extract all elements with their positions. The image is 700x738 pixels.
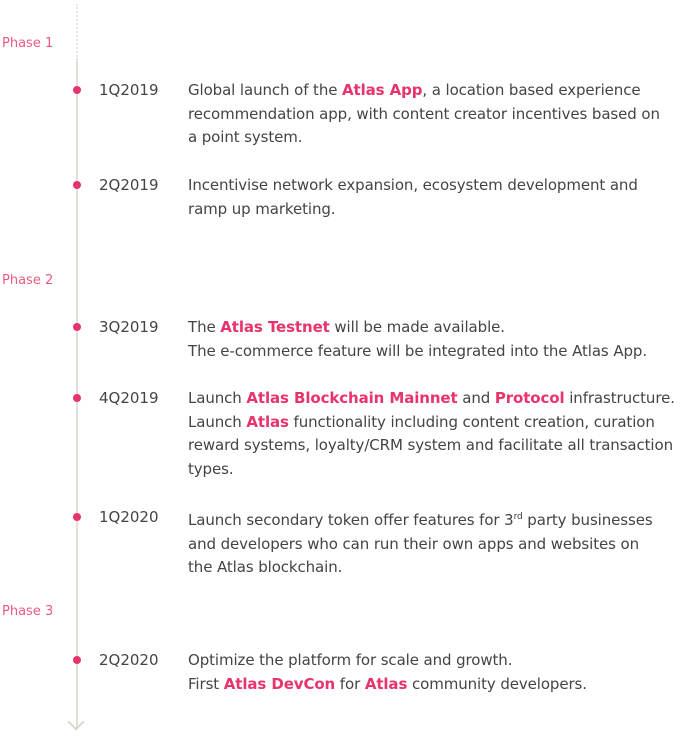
text-segment: Optimize the platform for scale and grow… — [188, 651, 513, 669]
text-segment: functionality including content creation… — [288, 412, 655, 431]
phase-label: Phase 3 — [2, 604, 54, 619]
description-line: The e-commerce feature will be integrate… — [188, 340, 698, 364]
timeline-line-dotted — [76, 4, 78, 60]
description-line: recommendation app, with content creator… — [188, 103, 698, 127]
text-segment: types. — [188, 459, 234, 478]
text-segment: The — [188, 318, 221, 336]
text-segment: ramp up marketing. — [188, 199, 336, 218]
timeline-dot — [73, 394, 81, 402]
description-line: First Atlas DevCon for Atlas community d… — [188, 673, 698, 697]
text-segment: a point system. — [188, 128, 303, 146]
milestone-date: 2Q2020 — [99, 651, 159, 669]
description-line: Launch Atlas Blockchain Mainnet and Prot… — [188, 387, 698, 411]
phase-label: Phase 2 — [2, 273, 54, 288]
text-segment: reward systems, loyalty/CRM system and f… — [188, 436, 673, 454]
description-line: Global launch of the Atlas App, a locati… — [188, 79, 698, 103]
milestone-date: 4Q2019 — [99, 389, 159, 407]
text-segment: First — [188, 674, 224, 693]
milestone-description: Incentivise network expansion, ecosystem… — [188, 174, 698, 221]
milestone-description: The Atlas Testnet will be made available… — [188, 316, 698, 363]
text-segment: Incentivise network expansion, ecosystem… — [188, 176, 638, 194]
timeline-dot — [73, 323, 81, 331]
text-segment: Launch — [188, 412, 247, 431]
milestone-description: Global launch of the Atlas App, a locati… — [188, 79, 698, 150]
description-line: reward systems, loyalty/CRM system and f… — [188, 434, 698, 458]
timeline-dot — [73, 181, 81, 189]
text-segment: community developers. — [407, 674, 587, 693]
milestone-date: 1Q2020 — [99, 508, 159, 526]
phase-label: Phase 1 — [2, 36, 54, 51]
text-segment: Global launch of the — [188, 81, 343, 99]
text-segment: for — [335, 674, 365, 693]
highlight-text: Atlas Testnet — [220, 318, 330, 336]
text-segment: rd — [513, 512, 523, 522]
text-segment: Launch — [188, 389, 247, 407]
description-line: The Atlas Testnet will be made available… — [188, 316, 698, 340]
text-segment: , a location based experience — [422, 81, 641, 99]
description-line: Launch secondary token offer features fo… — [188, 506, 698, 533]
description-line: Incentivise network expansion, ecosystem… — [188, 174, 698, 198]
highlight-text: Atlas Blockchain Mainnet — [246, 389, 458, 407]
timeline-dot — [73, 513, 81, 521]
milestone-date: 1Q2019 — [99, 81, 159, 99]
text-segment: and developers who can run their own app… — [188, 534, 639, 553]
description-line: a point system. — [188, 126, 698, 150]
highlight-text: Atlas — [364, 674, 408, 693]
text-segment: Launch secondary token offer features fo… — [188, 511, 514, 529]
timeline-dot — [73, 86, 81, 94]
text-segment: will be made available. — [329, 318, 505, 336]
text-segment: party businesses — [522, 511, 653, 529]
description-line: Optimize the platform for scale and grow… — [188, 649, 698, 673]
description-line: Launch Atlas functionality including con… — [188, 411, 698, 435]
description-line: and developers who can run their own app… — [188, 533, 698, 557]
timeline-dot — [73, 656, 81, 664]
highlight-text: Atlas — [246, 412, 289, 431]
text-segment: the Atlas blockchain. — [188, 558, 343, 576]
description-line: ramp up marketing. — [188, 198, 698, 222]
text-segment: and — [457, 389, 495, 407]
arrow-down-icon — [67, 713, 85, 731]
milestone-date: 2Q2019 — [99, 176, 159, 194]
highlight-text: Atlas App — [342, 81, 423, 99]
milestone-date: 3Q2019 — [99, 318, 159, 336]
description-line: the Atlas blockchain. — [188, 556, 698, 580]
milestone-description: Optimize the platform for scale and grow… — [188, 649, 698, 696]
highlight-text: Atlas DevCon — [223, 674, 336, 693]
milestone-description: Launch Atlas Blockchain Mainnet and Prot… — [188, 387, 698, 481]
text-segment: recommendation app, with content creator… — [188, 104, 660, 123]
text-segment: infrastructure. — [564, 389, 675, 407]
description-line: types. — [188, 458, 698, 482]
text-segment: The e-commerce feature will be integrate… — [188, 341, 647, 360]
highlight-text: Protocol — [494, 389, 565, 407]
milestone-description: Launch secondary token offer features fo… — [188, 506, 698, 580]
